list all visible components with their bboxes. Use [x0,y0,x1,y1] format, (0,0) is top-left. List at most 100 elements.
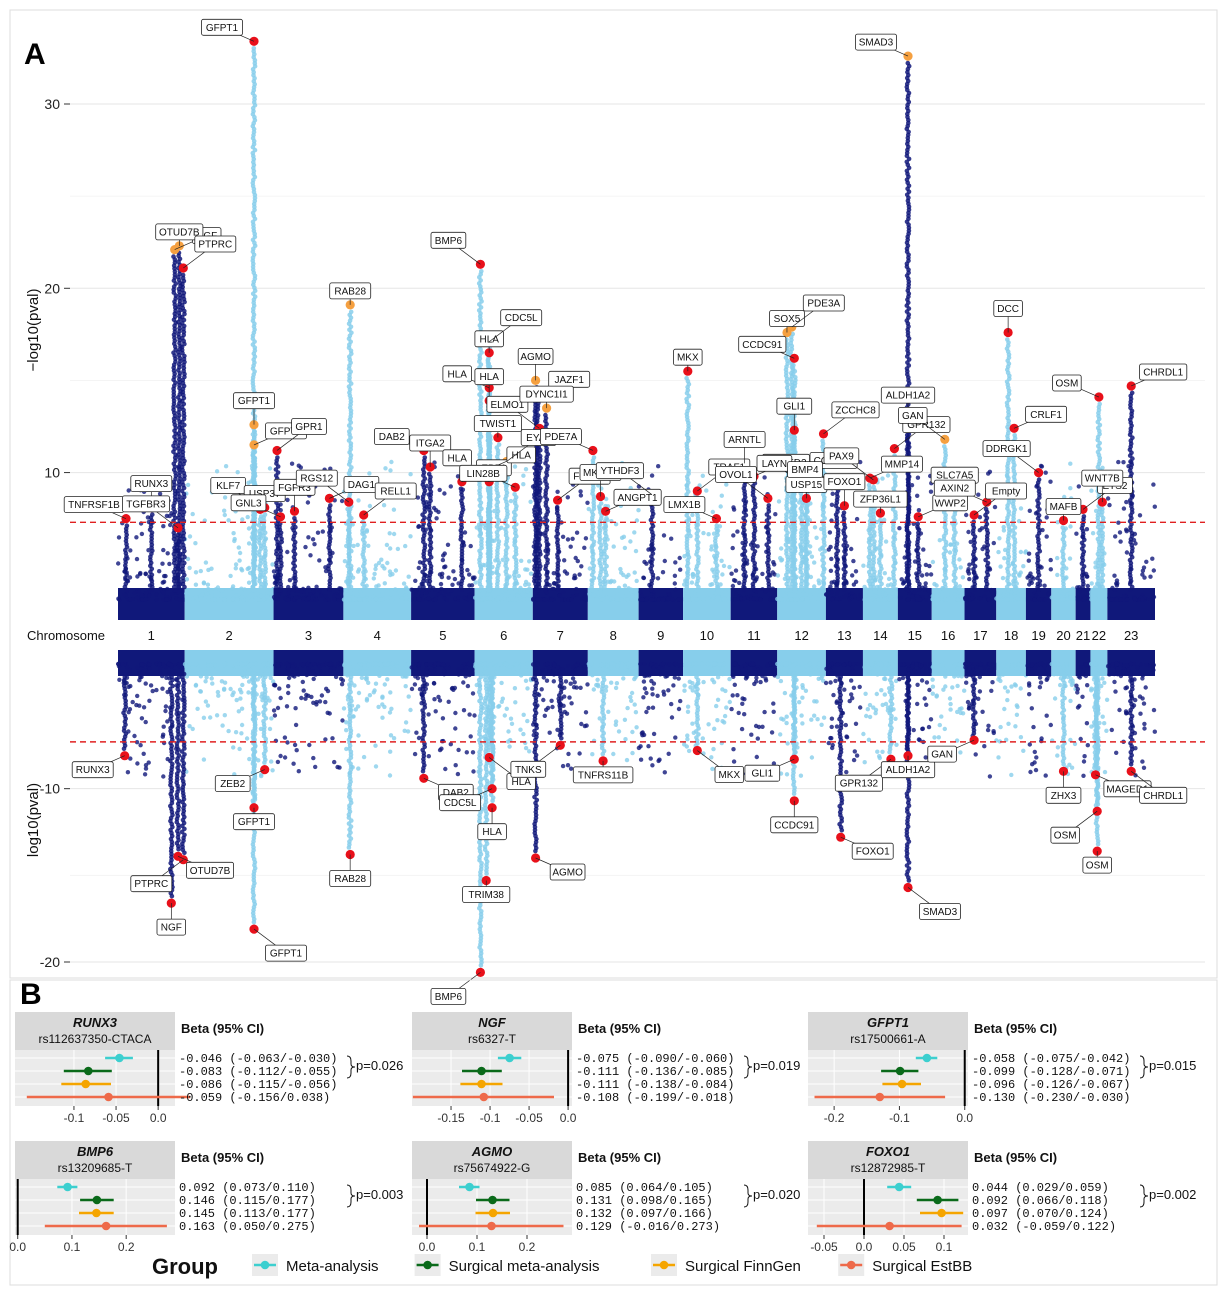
upper-point [943,597,948,602]
upper-point [828,568,834,573]
upper-point [568,544,573,549]
upper-point [237,558,242,563]
lower-point [313,672,318,677]
lower-point [1109,727,1115,733]
upper-point [431,505,437,511]
upper-point [187,565,192,571]
lower-point [310,669,316,674]
lower-point [705,661,711,667]
upper-point [1038,463,1044,469]
upper-point [473,595,478,600]
lower-point [499,680,504,686]
upper-point [727,564,732,570]
lower-point [751,666,757,671]
lower-point [730,672,736,678]
upper-peak-point [275,455,280,460]
upper-point [830,491,835,496]
lower-point [930,691,935,696]
lower-point [286,663,291,668]
lower-point [359,675,365,680]
lower-point [613,719,619,724]
lower-point [849,692,854,697]
lower-point [973,752,978,757]
lower-point [478,666,484,671]
lower-point [718,670,723,676]
upper-point [551,586,557,592]
lower-point [924,702,929,707]
upper-point [198,568,203,574]
lower-point [853,721,859,726]
upper-point [1069,595,1075,600]
lower-point [426,754,431,759]
lower-point [778,678,784,684]
lower-point [590,752,595,757]
upper-point [446,575,451,580]
upper-point [978,596,983,601]
upper-point [245,514,250,520]
lower-point [504,706,509,711]
upper-point [231,531,236,536]
upper-base-band-chr8 [587,588,639,620]
lower-point [547,730,552,735]
lower-point [497,661,503,667]
upper-point [154,592,159,597]
lower-point [555,665,560,670]
lower-point [685,733,690,738]
lower-point [446,699,451,704]
lower-point [958,750,963,755]
lower-point [137,703,142,708]
upper-base-band-chr9 [638,588,684,620]
upper-point [382,581,387,586]
lower-point [646,705,651,711]
lower-point [1027,742,1033,747]
lower-point [461,708,467,713]
lower-point [959,674,964,679]
upper-point [600,597,605,602]
upper-point [482,563,488,568]
lower-point [374,667,379,672]
lower-point [812,713,817,718]
lower-point [432,697,437,702]
upper-point [380,590,385,595]
upper-point [779,558,784,563]
lower-point [363,676,368,681]
lower-point [740,701,745,706]
upper-point [992,504,998,510]
lower-point [1135,665,1140,670]
upper-point [416,565,421,571]
upper-point [962,595,968,601]
upper-point [762,475,767,480]
upper-point [306,535,311,540]
lower-point [228,686,233,692]
upper-point [1048,567,1054,572]
lower-point [356,733,361,738]
lower-point [785,741,790,746]
upper-point [574,530,580,535]
upper-point [623,593,629,598]
lower-point [222,661,227,667]
lower-point [1037,661,1043,667]
lower-point [930,677,935,682]
upper-point [639,593,645,598]
upper-point [1100,594,1105,599]
lower-point [1115,666,1120,672]
lower-point [566,751,571,757]
upper-point [834,596,840,601]
upper-point [440,571,445,576]
upper-point [619,535,625,540]
upper-peak-point [262,512,268,517]
lower-point [858,705,863,710]
lower-point [1116,670,1121,676]
upper-point [134,556,140,562]
upper-point [572,573,577,578]
upper-point [286,597,291,602]
lower-point [317,664,322,670]
lower-point [856,661,861,667]
lower-point [800,685,805,690]
upper-point [417,585,422,590]
upper-point [573,555,578,561]
upper-point [582,545,587,550]
upper-point [314,584,319,589]
upper-point [231,596,236,602]
lower-point [214,666,220,671]
